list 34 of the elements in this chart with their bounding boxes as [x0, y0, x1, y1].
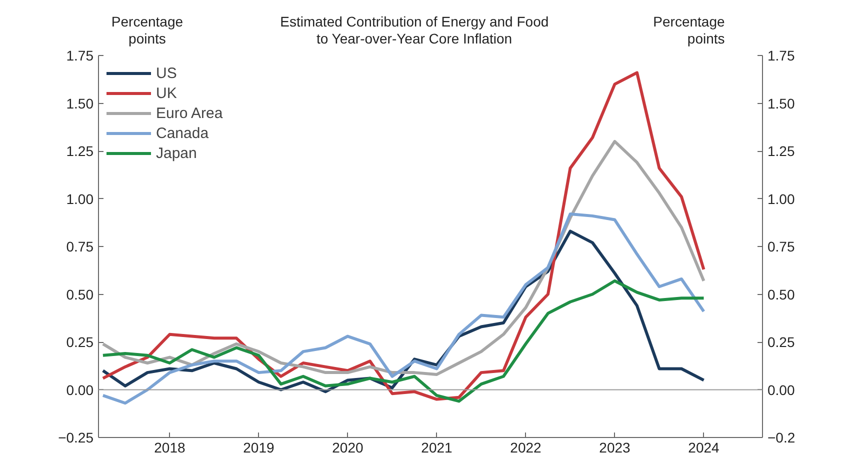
- y-tick-label: 1.25: [66, 143, 94, 159]
- y-axis-title: Percentage points: [111, 14, 184, 46]
- line-series: [101, 279, 706, 403]
- legend-label: UK: [156, 84, 177, 102]
- y-tick-label: 0.50: [66, 286, 94, 302]
- y2-tick-label: 0.00: [768, 382, 795, 398]
- x-tick-label: 2023: [599, 440, 631, 456]
- y2-axis-title: Percentage points: [653, 14, 725, 46]
- y-tick-label: 0.25: [66, 334, 94, 350]
- legend-label: Japan: [156, 144, 197, 162]
- y-tick-label: 0.00: [66, 382, 94, 398]
- x-tick-label: 2019: [243, 440, 274, 456]
- y-tick-label: 1.00: [66, 190, 94, 207]
- x-tick-label: 2020: [332, 440, 364, 456]
- y2-tick-label: 0.25: [768, 334, 795, 350]
- y2-tick-label: 1.00: [768, 190, 795, 207]
- y-tick-label: 0.75: [66, 238, 94, 254]
- y-tick-label: 1.75: [66, 48, 94, 64]
- chart-title: Estimated Contribution of Energy and Food to Year-over-Year Core Inflation: [280, 14, 549, 46]
- y2-tick-label: 1.25: [768, 143, 795, 159]
- y2-tick-label: 1.50: [768, 95, 795, 112]
- x-tick-label: 2024: [688, 440, 720, 456]
- y2-tick-label: 0.50: [768, 286, 795, 302]
- y-tick-label: 1.50: [66, 95, 94, 112]
- legend-label: Canada: [156, 124, 209, 142]
- x-tick-label: 2018: [154, 440, 186, 456]
- y2-tick-label: −0.2: [768, 430, 796, 446]
- x-tick-label: 2022: [510, 440, 542, 456]
- y-tick-label: −0.25: [58, 430, 94, 446]
- legend-label: Euro Area: [156, 104, 223, 122]
- y2-tick-label: 1.75: [768, 48, 795, 64]
- y2-tick-label: 0.75: [768, 238, 795, 254]
- x-tick-label: 2021: [421, 440, 453, 456]
- legend-label: US: [156, 64, 177, 82]
